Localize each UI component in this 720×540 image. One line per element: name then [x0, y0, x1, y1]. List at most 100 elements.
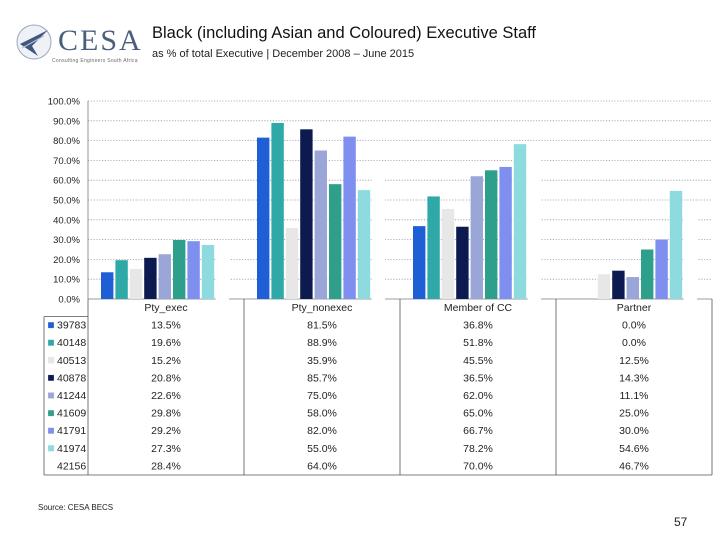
bar	[101, 272, 114, 299]
legend-swatch	[47, 357, 55, 364]
page-number: 57	[674, 515, 688, 529]
bar	[683, 206, 698, 300]
bar	[144, 257, 157, 299]
data-label: 19.6%	[151, 337, 181, 349]
legend-swatch	[47, 392, 55, 399]
bar	[612, 270, 625, 299]
legend-swatch	[47, 339, 55, 346]
legend-label: 41791	[57, 425, 86, 437]
legend-label: 41974	[57, 443, 86, 455]
logo-wordmark: CESA	[58, 24, 143, 57]
data-label: 64.0%	[307, 460, 337, 472]
legend-label: 41609	[57, 408, 86, 420]
bar	[499, 166, 512, 299]
bar	[271, 122, 284, 299]
y-tick-label: 20.0%	[53, 255, 80, 266]
bar	[371, 171, 386, 300]
legend-label: 40148	[57, 337, 86, 349]
data-label: 15.2%	[151, 355, 181, 367]
data-label: 85.7%	[307, 372, 337, 384]
bar	[343, 136, 356, 299]
data-label: 29.2%	[151, 425, 181, 437]
data-label: 30.0%	[619, 425, 649, 437]
data-label: 81.5%	[307, 320, 337, 332]
data-label: 36.5%	[463, 372, 493, 384]
data-label: 88.9%	[307, 337, 337, 349]
bar	[597, 274, 611, 299]
page-subtitle: as % of total Executive | December 2008 …	[152, 48, 415, 60]
data-label: 36.8%	[463, 320, 493, 332]
logo-tagline: Consulting Engineers South Africa	[52, 58, 138, 64]
legend-label: 40513	[57, 355, 86, 367]
y-tick-label: 80.0%	[53, 136, 80, 147]
data-label: 46.7%	[619, 460, 649, 472]
bar	[115, 260, 128, 299]
bar	[441, 208, 455, 299]
bar	[626, 277, 639, 299]
bar	[314, 150, 327, 299]
bar	[187, 241, 200, 299]
category-label: Pty_exec	[144, 302, 187, 314]
bar	[129, 268, 143, 299]
bar-chart: 0.0% 10.0% 20.0% 30.0% 40.0% 50.0% 60.0% 70.0% 8…	[43, 97, 713, 476]
data-label: 82.0%	[307, 425, 337, 437]
bar	[470, 176, 483, 299]
legend-label: 42156	[57, 460, 86, 472]
data-label: 55.0%	[307, 443, 337, 455]
bar	[329, 184, 342, 299]
data-label: 25.0%	[619, 408, 649, 420]
legend-swatch	[47, 445, 55, 452]
data-label: 14.3%	[619, 372, 649, 384]
data-label: 22.6%	[151, 390, 181, 402]
data-label: 78.2%	[463, 443, 493, 455]
y-tick-label: 90.0%	[53, 116, 80, 127]
y-tick-label: 100.0%	[48, 97, 81, 108]
legend-swatch	[47, 409, 55, 417]
bar	[300, 129, 313, 299]
source-note: Source: CESA BECS	[38, 503, 114, 512]
legend-swatch	[47, 374, 55, 382]
y-tick-label: 70.0%	[53, 156, 80, 167]
y-tick-label: 0.0%	[58, 295, 80, 306]
data-label: 54.6%	[619, 443, 649, 455]
data-label: 35.9%	[307, 355, 337, 367]
cesa-logo-icon	[16, 24, 52, 60]
bar	[527, 159, 542, 300]
data-label: 62.0%	[463, 390, 493, 402]
data-label: 75.0%	[307, 390, 337, 402]
data-label: 45.5%	[463, 355, 493, 367]
category-label: Partner	[617, 302, 652, 314]
bar	[285, 227, 299, 299]
legend-swatch	[47, 321, 55, 329]
legend-label: 41244	[57, 390, 86, 402]
y-tick-label: 60.0%	[53, 176, 80, 187]
bar	[357, 190, 371, 299]
data-label: 70.0%	[463, 460, 493, 472]
bar	[513, 144, 527, 299]
legend-swatch	[47, 427, 55, 434]
legend-label: 40878	[57, 372, 86, 384]
y-tick-label: 40.0%	[53, 215, 80, 226]
data-label: 12.5%	[619, 355, 649, 367]
bar	[456, 226, 469, 299]
y-tick-label: 30.0%	[53, 235, 80, 246]
category-label: Pty_nonexec	[292, 302, 353, 314]
page-title: Black (including Asian and Coloured) Exe…	[152, 24, 536, 42]
bar	[257, 137, 270, 299]
data-label: 27.3%	[151, 443, 181, 455]
legend-label: 39783	[57, 320, 86, 332]
bar	[655, 239, 668, 299]
bar	[173, 239, 186, 299]
data-label: 0.0%	[622, 320, 646, 332]
data-label: 51.8%	[463, 337, 493, 349]
data-label: 11.1%	[620, 390, 649, 402]
bar	[158, 254, 171, 299]
data-label: 20.8%	[151, 372, 181, 384]
bar	[669, 190, 683, 299]
data-label: 29.8%	[151, 408, 181, 420]
data-label: 28.4%	[151, 460, 181, 472]
bar	[427, 196, 440, 299]
data-label: 0.0%	[622, 337, 646, 349]
cesa-logo: CESA Consulting Engineers South Africa	[14, 20, 141, 68]
data-label: 65.0%	[463, 408, 493, 420]
